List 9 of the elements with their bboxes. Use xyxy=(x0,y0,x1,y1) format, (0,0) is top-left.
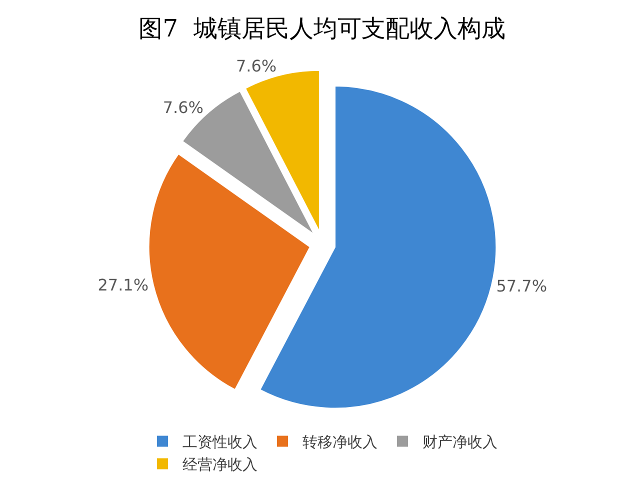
chart-title: 图7 城镇居民人均可支配收入构成 xyxy=(138,14,506,42)
data-label: 57.7% xyxy=(496,276,548,296)
legend-label: 工资性收入 xyxy=(182,433,258,452)
data-label: 27.1% xyxy=(98,276,149,295)
legend-label: 经营净收入 xyxy=(182,456,258,474)
data-label: 7.6% xyxy=(162,98,204,117)
legend-label: 转移净收入 xyxy=(302,433,378,452)
data-label: 7.6% xyxy=(236,56,277,76)
legend-label: 财产净收入 xyxy=(422,433,498,452)
